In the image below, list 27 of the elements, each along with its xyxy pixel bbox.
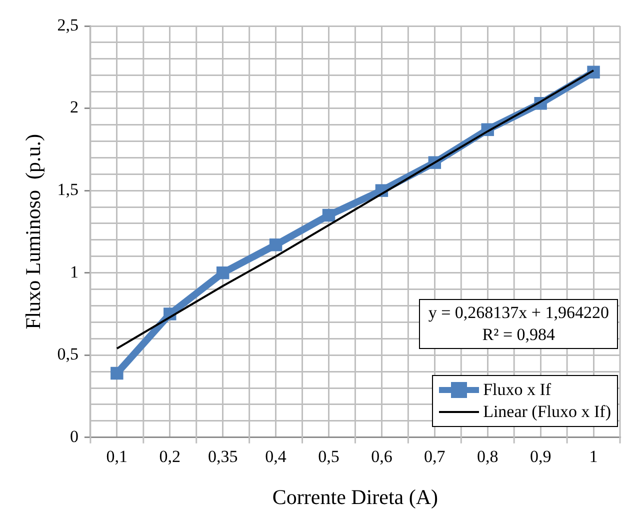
x-tick-label: 0,6 [371,447,392,466]
y-tick-label: 2,5 [57,15,78,34]
x-tick-label: 0,35 [208,447,238,466]
x-tick-label: 0,5 [318,447,340,466]
x-axis-title: Corrente Direta (A) [272,484,438,509]
x-tick-label: 0,8 [476,447,498,466]
point [216,266,230,280]
x-tick-label: 1 [589,447,598,466]
legend-label: Fluxo x If [483,379,552,401]
annotation: y = 0,268137x + 1,964220 [428,302,609,324]
x-tick-label: 0,4 [265,447,287,466]
point [110,366,124,380]
x-tick-label: 0,7 [424,447,446,466]
point [587,66,600,78]
y-tick-label: 1 [70,262,78,282]
point [269,238,282,252]
x-tick-label: 0,2 [159,447,181,466]
y-tick-label: 2 [70,98,78,117]
x-tick-label: 0,9 [530,447,552,466]
x-tick-label: 0,1 [106,447,128,466]
legend-label: Linear (Fluxo x If) [483,401,611,423]
annotation: R² = 0,984 [481,324,556,346]
y-tick-label: 0 [70,426,78,446]
y-tick-label: 1,5 [57,180,78,200]
y-axis-title: Fluxo Luminoso (p.u.) [21,134,46,330]
point [322,208,336,222]
y-tick-label: 0,5 [57,344,78,364]
